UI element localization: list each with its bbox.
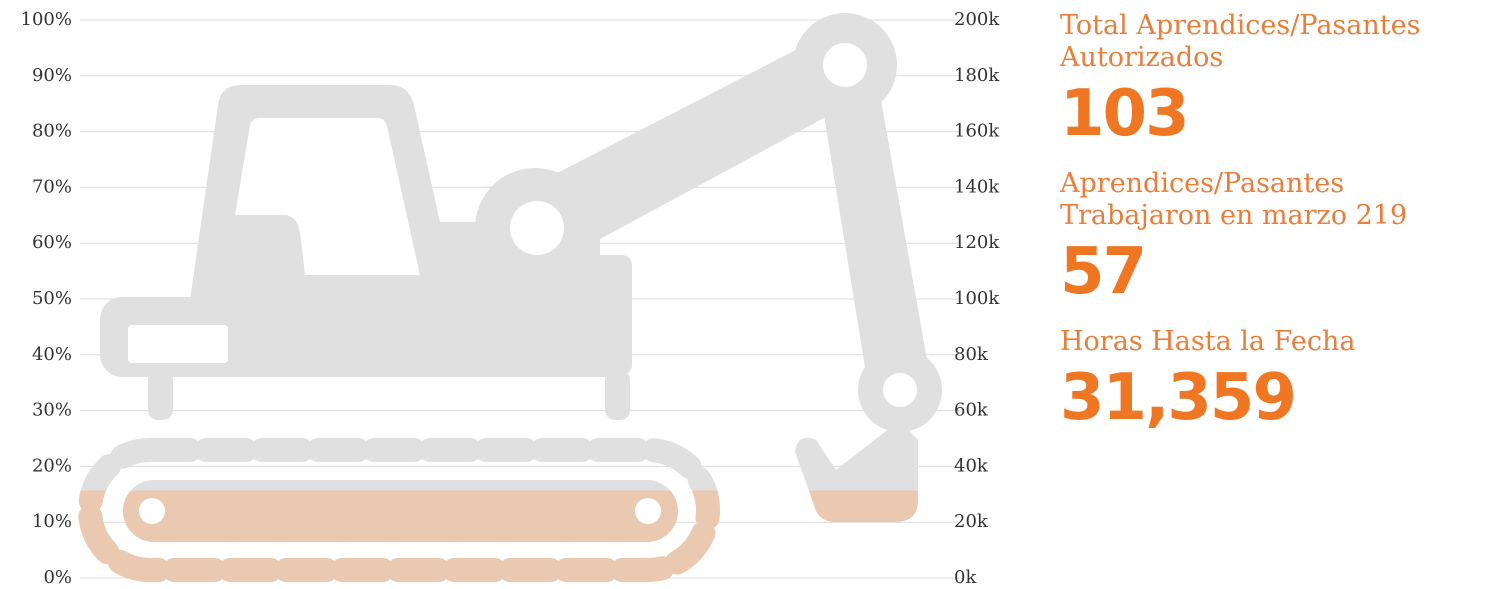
kpi-label: Aprendices/Pasantes Trabajaron en marzo …	[1060, 168, 1470, 232]
y2-tick-label: 120k	[954, 232, 1000, 253]
y-tick-label: 60%	[32, 232, 72, 253]
y2-tick-label: 140k	[954, 176, 1000, 197]
y-tick-label: 30%	[32, 400, 72, 421]
y2-tick-label: 80k	[954, 344, 989, 365]
y-tick-label: 100%	[21, 9, 72, 30]
y2-tick-label: 0k	[954, 567, 977, 588]
y2-tick-label: 60k	[954, 400, 989, 421]
series-name: Horas Hasta la Fecha	[1060, 326, 1490, 358]
y2-tick-label: 40k	[954, 455, 989, 476]
y2-tick-label: 160k	[954, 121, 1000, 142]
y2-tick-label: 200k	[954, 9, 1000, 30]
chart: 0% 10% 20% 30% 40% 50% 60% 70% 80% 90% 100% 0k 20k 40…	[0, 0, 1050, 589]
y-tick-label: 50%	[32, 288, 72, 309]
y-tick-label: 0%	[43, 567, 72, 588]
data-label: 31,359	[1060, 358, 1490, 438]
y-tick-label: 20%	[32, 455, 72, 476]
kpi-value: 103	[1060, 74, 1490, 154]
y-tick-label: 90%	[32, 65, 72, 86]
kpi-label: Total Aprendices/Pasantes Autorizados	[1060, 10, 1490, 74]
y2-tick-label: 180k	[954, 65, 1000, 86]
y-tick-label: 80%	[32, 121, 72, 142]
y2-tick-label: 20k	[954, 511, 989, 532]
y-tick-label: 40%	[32, 344, 72, 365]
kpi-value: 57	[1060, 232, 1490, 312]
y-tick-label: 70%	[32, 176, 72, 197]
y2-tick-label: 100k	[954, 288, 1000, 309]
icon-background	[90, 13, 942, 570]
kpi-panel: Total Aprendices/Pasantes Autorizados 10…	[1060, 10, 1490, 452]
page: {"chart_data": {"type": "pictorial", "yl…	[0, 0, 1492, 589]
y-tick-label: 10%	[32, 511, 72, 532]
